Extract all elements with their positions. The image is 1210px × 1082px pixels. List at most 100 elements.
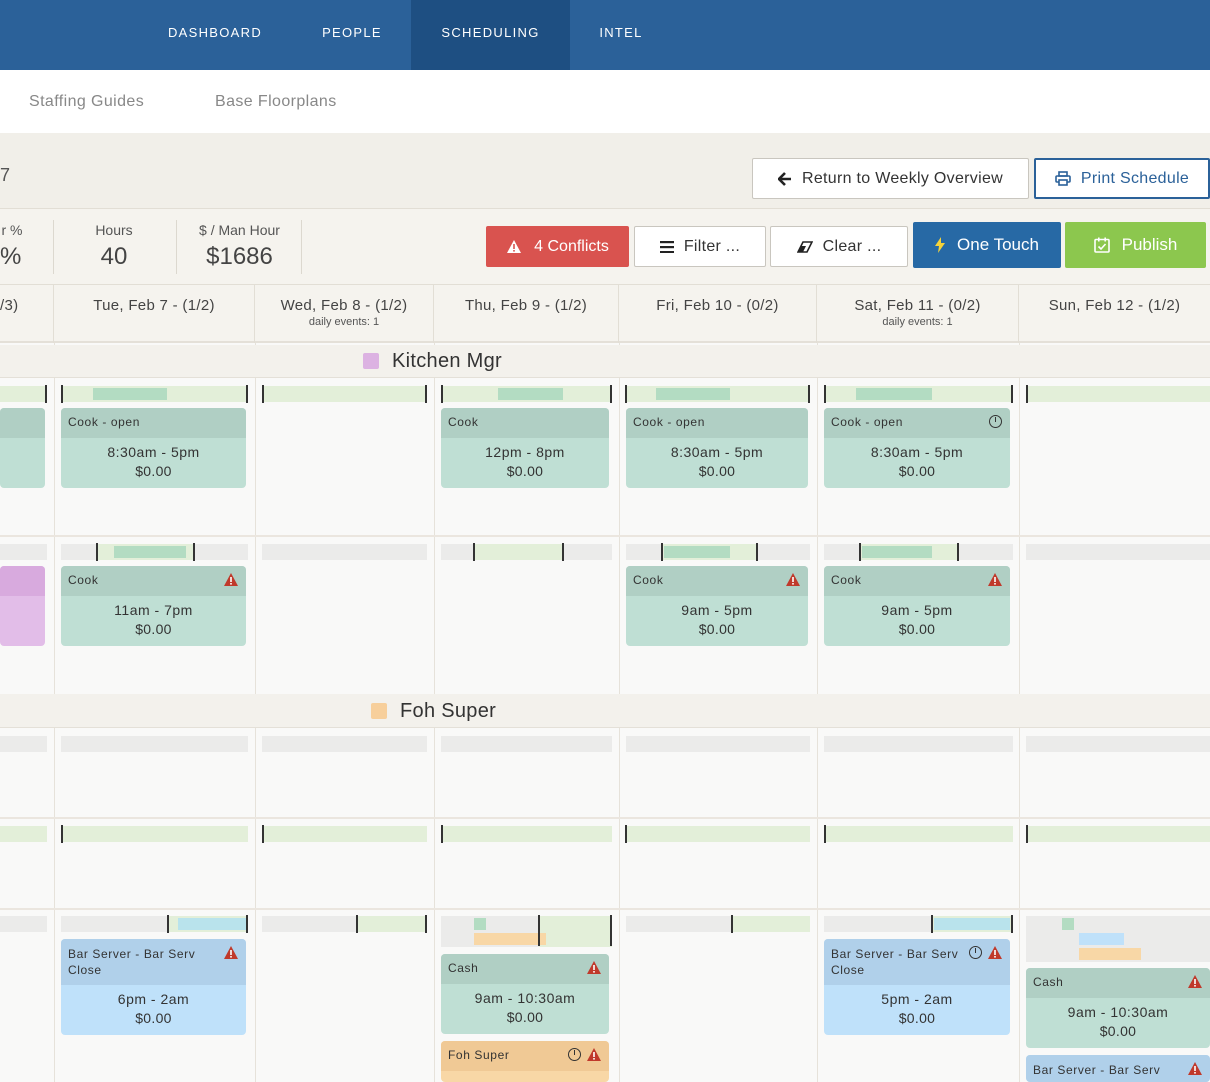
print-schedule-button[interactable]: Print Schedule <box>1034 158 1210 199</box>
return-weekly-label: Return to Weekly Overview <box>801 169 1004 187</box>
shift-card[interactable]: Bar Server - Bar Serv <box>1026 1055 1210 1082</box>
shift-role: Cook - open <box>61 408 246 438</box>
row-divider <box>0 908 1210 910</box>
shift-card[interactable]: Cook 9am - 5pm $0.00 <box>824 566 1010 646</box>
coverage-tick <box>425 915 427 933</box>
warning-icon <box>587 1048 601 1061</box>
day-header-thu[interactable]: Thu, Feb 9 - (1/2) <box>434 285 619 343</box>
coverage-bar <box>1026 826 1210 842</box>
coverage-bar <box>626 736 810 752</box>
nav-scheduling[interactable]: SCHEDULING <box>411 0 570 70</box>
coverage-fill <box>856 388 932 400</box>
one-touch-label: One Touch <box>957 235 1039 254</box>
coverage-tick <box>61 385 63 403</box>
coverage-tick <box>262 385 264 403</box>
shift-card[interactable]: Cook - open 8:30am - 5pm $0.00 <box>61 408 246 488</box>
coverage-bar <box>0 544 47 560</box>
coverage-tick <box>246 915 248 933</box>
coverage-bar <box>824 736 1013 752</box>
coverage-tick <box>1026 385 1028 403</box>
shift-card[interactable] <box>0 566 45 646</box>
subnav-staffing-guides[interactable]: Staffing Guides <box>29 93 145 110</box>
stat-manhour-label: $ / Man Hour <box>199 222 280 238</box>
filter-label: Filter ... <box>683 237 741 255</box>
day-header-fri[interactable]: Fri, Feb 10 - (0/2) <box>619 285 817 343</box>
coverage-bar <box>61 736 248 752</box>
nav-dashboard[interactable]: DASHBOARD <box>167 25 263 40</box>
shift-card[interactable]: Foh Super <box>441 1041 609 1082</box>
coverage-fill <box>114 546 186 558</box>
coverage-tick <box>610 915 612 946</box>
sub-nav <box>0 70 1210 133</box>
warning-icon <box>224 946 238 959</box>
shift-time: 9am - 5pm <box>881 602 953 618</box>
clock-icon <box>568 1048 581 1061</box>
coverage-fill <box>178 918 246 930</box>
day-header-wed[interactable]: Wed, Feb 8 - (1/2) daily events: 1 <box>255 285 434 343</box>
shift-role: Bar Server - Bar Serv Close <box>61 939 246 985</box>
shift-role: Cook <box>626 566 808 596</box>
shift-role: Bar Server - Bar Serv <box>1026 1055 1210 1082</box>
coverage-bar <box>61 826 248 842</box>
coverage-tick <box>1011 385 1013 403</box>
stat-hours-label: Hours <box>95 222 133 238</box>
day-header-sat[interactable]: Sat, Feb 11 - (0/2) daily events: 1 <box>817 285 1019 343</box>
nav-people[interactable]: PEOPLE <box>322 25 382 40</box>
shift-card[interactable]: Bar Server - Bar Serv Close 5pm - 2am $0… <box>824 939 1010 1035</box>
coverage-bar <box>262 544 427 560</box>
day-header-tue[interactable]: Tue, Feb 7 - (1/2) <box>54 285 255 343</box>
shift-pay: $0.00 <box>698 621 736 637</box>
day-header-mon[interactable]: /3) <box>0 285 54 343</box>
shift-card[interactable]: Cook - open 8:30am - 5pm $0.00 <box>824 408 1010 488</box>
shift-pay: $0.00 <box>506 463 544 479</box>
day-header-sun[interactable]: Sun, Feb 12 - (1/2) <box>1019 285 1210 343</box>
one-touch-button[interactable]: One Touch <box>913 222 1061 268</box>
day-label: Tue, Feb 7 - (1/2) <box>93 297 215 314</box>
warning-icon <box>988 573 1002 586</box>
filter-button[interactable]: Filter ... <box>634 226 766 267</box>
shift-card[interactable]: Cook 12pm - 8pm $0.00 <box>441 408 609 488</box>
coverage-fill <box>664 546 730 558</box>
subnav-base-floorplans[interactable]: Base Floorplans <box>215 93 337 110</box>
coverage-tick <box>859 543 861 561</box>
coverage-bar <box>474 544 563 560</box>
shift-card[interactable]: Cash 9am - 10:30am $0.00 <box>441 954 609 1034</box>
shift-pay: $0.00 <box>1099 1023 1137 1039</box>
day-label: Sun, Feb 12 - (1/2) <box>1048 297 1181 314</box>
shift-card[interactable]: Cook 9am - 5pm $0.00 <box>626 566 808 646</box>
shift-card[interactable]: Bar Server - Bar Serv Close 6pm - 2am $0… <box>61 939 246 1035</box>
coverage-tick <box>1026 825 1028 843</box>
coverage-fill <box>934 918 1010 930</box>
daily-events-label: daily events: 1 <box>308 316 380 328</box>
coverage-tick <box>1011 915 1013 933</box>
shift-pay: $0.00 <box>898 1010 936 1026</box>
coverage-tick <box>756 543 758 561</box>
shift-time: 5pm - 2am <box>881 991 953 1007</box>
conflicts-button[interactable]: 4 Conflicts <box>486 226 629 267</box>
shift-time: 9am - 10:30am <box>474 990 576 1006</box>
publish-button[interactable]: Publish <box>1065 222 1206 268</box>
coverage-fill <box>862 546 932 558</box>
coverage-tick <box>61 825 63 843</box>
coverage-fill <box>1062 918 1074 930</box>
coverage-bar <box>1026 386 1210 402</box>
stat-partial-value: % <box>0 243 22 270</box>
coverage-bar <box>824 826 1013 842</box>
shift-card-header <box>0 408 45 438</box>
shift-card[interactable]: Cook - open 8:30am - 5pm $0.00 <box>626 408 808 488</box>
coverage-tick <box>45 385 47 403</box>
shift-time: 9am - 5pm <box>681 602 753 618</box>
shift-role: Cook <box>61 566 246 596</box>
warning-icon <box>224 573 238 586</box>
coverage-fill-orange <box>1079 948 1141 960</box>
shift-pay: $0.00 <box>135 621 172 637</box>
shift-card[interactable]: Cook 11am - 7pm $0.00 <box>61 566 246 646</box>
shift-card[interactable]: Cash 9am - 10:30am $0.00 <box>1026 968 1210 1048</box>
shift-card[interactable] <box>0 408 45 488</box>
clear-button[interactable]: Clear ... <box>770 226 908 267</box>
coverage-fill <box>474 918 486 930</box>
coverage-tick <box>625 825 627 843</box>
shift-role: Cash <box>441 954 609 984</box>
return-weekly-button[interactable]: Return to Weekly Overview <box>752 158 1029 199</box>
nav-intel[interactable]: INTEL <box>599 25 643 40</box>
